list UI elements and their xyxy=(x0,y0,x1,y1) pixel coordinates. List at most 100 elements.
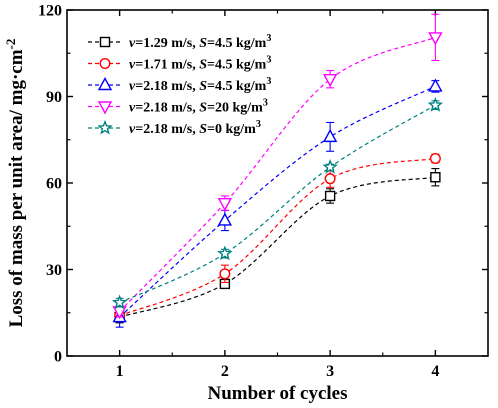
circle-marker xyxy=(429,152,441,164)
legend-label: v=2.18 m/s, S=4.5 kg/m3 xyxy=(129,76,271,94)
circle-marker xyxy=(324,173,336,185)
star-marker xyxy=(97,119,113,135)
legend-var-s: S xyxy=(199,58,207,73)
series-1-points xyxy=(114,168,441,324)
series-2-points xyxy=(114,152,441,322)
legend-entry-2: v=1.71 m/s, S=4.5 kg/m3 xyxy=(88,55,271,73)
legend-var-v: v xyxy=(129,36,136,51)
y-tick-label: 60 xyxy=(46,176,62,193)
legend: v=1.29 m/s, S=4.5 kg/m3v=1.71 m/s, S=4.5… xyxy=(88,33,271,137)
legend-superscript: 3 xyxy=(263,98,268,109)
legend-marker xyxy=(97,101,113,115)
y-axis-label-main: Loss of mass per unit area/ mg·cm xyxy=(6,49,27,327)
y-axis-label: Loss of mass per unit area/ mg·cm-2 xyxy=(3,39,27,328)
data-point xyxy=(322,128,338,143)
legend-label: v=2.18 m/s, S=0 kg/m3 xyxy=(129,119,261,137)
legend-marker xyxy=(97,77,113,91)
legend-entry-4: v=2.18 m/s, S=20 kg/m3 xyxy=(88,98,268,116)
star-marker xyxy=(111,294,128,310)
x-tick-label: 4 xyxy=(431,363,439,380)
series-markers xyxy=(111,13,444,328)
legend-marker xyxy=(99,58,111,70)
triangle-down-marker xyxy=(97,101,113,115)
legend-text-2: =0 kg/m xyxy=(207,122,256,137)
legend-text-2: =20 kg/m xyxy=(207,101,263,116)
triangle-up-marker xyxy=(217,212,233,226)
legend-text-1: =2.18 m/s, xyxy=(135,122,199,137)
legend-var-s: S xyxy=(199,36,207,51)
legend-text-2: =4.5 kg/m xyxy=(207,58,267,73)
y-tick-label: 120 xyxy=(38,3,62,20)
legend-marker xyxy=(99,36,111,48)
legend-var-v: v xyxy=(129,79,136,94)
star-marker xyxy=(427,97,444,112)
square-marker xyxy=(324,190,336,202)
triangle-down-marker xyxy=(322,73,338,88)
legend-entry-3: v=2.18 m/s, S=4.5 kg/m3 xyxy=(88,76,271,94)
series-4-points xyxy=(112,13,443,320)
legend-var-s: S xyxy=(199,122,207,137)
data-point xyxy=(217,212,233,226)
star-marker xyxy=(217,245,233,261)
legend-var-v: v xyxy=(129,122,136,137)
legend-label: v=1.71 m/s, S=4.5 kg/m3 xyxy=(129,55,271,73)
x-tick-label: 1 xyxy=(116,363,124,380)
triangle-up-marker xyxy=(97,77,113,91)
legend-text-2: =4.5 kg/m xyxy=(207,79,267,94)
data-point xyxy=(111,294,128,310)
y-tick-label: 30 xyxy=(46,262,62,279)
legend-label: v=2.18 m/s, S=20 kg/m3 xyxy=(129,98,268,116)
legend-text-1: =1.29 m/s, xyxy=(135,36,199,51)
legend-superscript: 3 xyxy=(266,33,271,44)
series-curve-2 xyxy=(119,157,436,317)
y-tick-label: 0 xyxy=(54,349,62,366)
triangle-down-marker xyxy=(217,197,233,212)
triangle-up-marker xyxy=(428,78,443,92)
data-point xyxy=(217,245,233,261)
legend-text-1: =2.18 m/s, xyxy=(135,101,199,116)
series-curve-5 xyxy=(119,104,436,304)
legend-var-s: S xyxy=(199,79,207,94)
legend-text-1: =2.18 m/s, xyxy=(135,79,199,94)
series-curve-1 xyxy=(119,176,436,318)
legend-entry-1: v=1.29 m/s, S=4.5 kg/m3 xyxy=(88,33,271,51)
legend-entry-5: v=2.18 m/s, S=0 kg/m3 xyxy=(88,119,261,137)
series-curves xyxy=(119,36,436,318)
series-curve-3 xyxy=(119,85,436,318)
triangle-up-marker xyxy=(322,128,338,143)
triangle-down-marker xyxy=(428,32,443,46)
x-axis-label: Number of cycles xyxy=(207,383,347,404)
legend-marker xyxy=(97,119,113,135)
data-point xyxy=(428,78,443,92)
circle-marker xyxy=(219,268,231,280)
data-point xyxy=(219,268,231,280)
x-tick-label: 3 xyxy=(326,363,334,380)
legend-text-1: =1.71 m/s, xyxy=(135,58,199,73)
data-point xyxy=(322,159,338,174)
legend-superscript: 3 xyxy=(266,55,271,66)
data-point xyxy=(324,173,336,185)
x-tick-label: 2 xyxy=(221,363,229,380)
series-3-points xyxy=(112,78,443,328)
square-marker xyxy=(430,172,441,183)
series-5-points xyxy=(111,97,444,310)
legend-var-v: v xyxy=(129,101,136,116)
y-tick-label: 90 xyxy=(46,89,62,106)
data-point xyxy=(324,190,336,202)
y-axis-label-superscript: -2 xyxy=(3,39,18,50)
data-point xyxy=(430,172,441,183)
data-point xyxy=(429,152,441,164)
legend-var-s: S xyxy=(199,101,207,116)
legend-label: v=1.29 m/s, S=4.5 kg/m3 xyxy=(129,33,271,51)
data-point xyxy=(427,97,444,112)
data-point xyxy=(322,73,338,88)
legend-text-2: =4.5 kg/m xyxy=(207,36,267,51)
data-point xyxy=(428,32,443,46)
circle-marker xyxy=(99,58,111,70)
square-marker xyxy=(99,36,111,48)
legend-superscript: 3 xyxy=(266,76,271,87)
data-point xyxy=(217,197,233,212)
legend-superscript: 3 xyxy=(256,119,261,130)
legend-var-v: v xyxy=(129,58,136,73)
axes: 0 30 60 90 120 1 2 3 4 xyxy=(38,3,489,380)
